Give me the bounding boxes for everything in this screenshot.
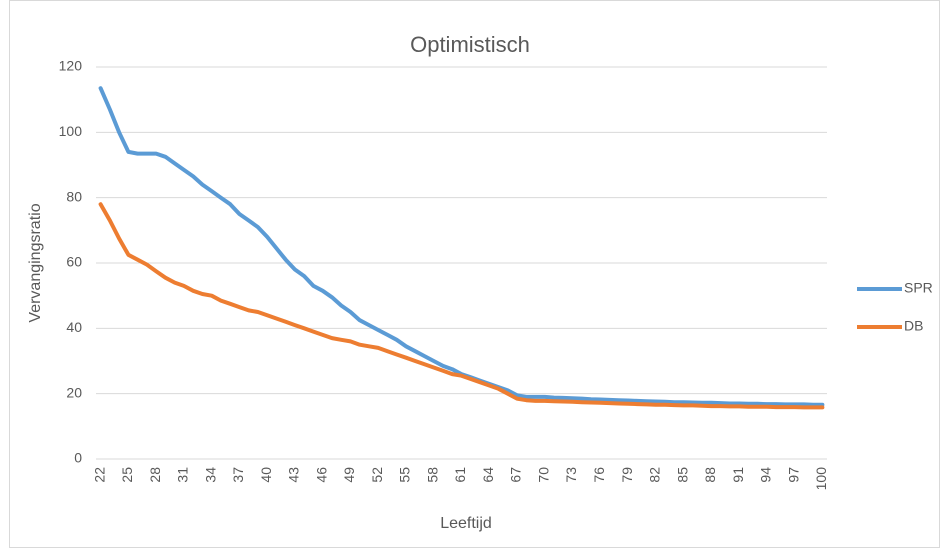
y-tick-label: 100 [59,123,83,139]
x-tick-label: 31 [175,467,191,483]
y-tick-label: 60 [66,254,82,270]
y-tick-label: 40 [66,319,82,335]
x-tick-label: 94 [758,467,774,483]
x-tick-label: 43 [286,467,302,483]
y-axis-title: Vervangingsratio [27,203,44,322]
y-tick-label: 80 [66,188,82,204]
y-tick-label: 120 [59,58,83,74]
x-tick-label: 58 [424,467,440,483]
x-tick-label: 61 [452,467,468,483]
x-tick-label: 76 [591,467,607,483]
x-tick-label: 22 [91,467,107,483]
x-tick-label: 52 [369,467,385,483]
x-tick-label: 73 [563,467,579,483]
x-tick-label: 100 [813,467,829,491]
x-tick-label: 70 [535,467,551,483]
x-tick-label: 34 [202,467,218,483]
x-tick-label: 25 [119,467,135,483]
x-tick-label: 88 [702,467,718,483]
x-tick-label: 46 [313,467,329,483]
x-tick-label: 64 [480,467,496,483]
chart-title: Optimistisch [410,32,530,57]
x-tick-label: 79 [619,467,635,483]
legend-label: SPR [904,280,933,296]
line-series [98,202,825,410]
x-tick-label: 91 [730,467,746,483]
y-tick-label: 20 [66,384,82,400]
y-tick-label: 0 [74,450,82,466]
x-tick-label: 28 [147,467,163,483]
x-tick-label: 82 [647,467,663,483]
x-tick-label: 49 [341,467,357,483]
x-tick-label: 40 [258,467,274,483]
chart-frame [9,0,940,548]
x-axis-title: Leeftijd [440,515,492,532]
x-tick-label: 55 [397,467,413,483]
x-tick-label: 67 [508,467,524,483]
x-tick-label: 97 [785,467,801,483]
x-tick-label: 85 [674,467,690,483]
x-tick-label: 37 [230,467,246,483]
legend-label: DB [904,318,923,334]
